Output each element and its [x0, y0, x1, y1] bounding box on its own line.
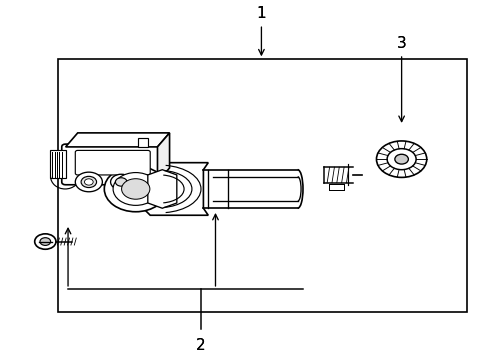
- Circle shape: [35, 234, 56, 249]
- Circle shape: [84, 179, 93, 185]
- Polygon shape: [138, 138, 147, 147]
- Circle shape: [394, 154, 407, 164]
- FancyBboxPatch shape: [61, 144, 161, 185]
- Circle shape: [75, 172, 102, 192]
- Circle shape: [115, 178, 127, 186]
- Text: 1: 1: [256, 6, 265, 21]
- Text: 3: 3: [396, 36, 406, 50]
- Text: 2: 2: [196, 338, 205, 353]
- Text: 2: 2: [196, 338, 205, 353]
- Circle shape: [386, 149, 415, 170]
- Text: 1: 1: [256, 6, 265, 21]
- Polygon shape: [157, 133, 169, 182]
- Circle shape: [376, 141, 426, 177]
- Bar: [58, 59, 466, 312]
- Circle shape: [40, 238, 51, 246]
- Circle shape: [81, 176, 96, 188]
- Circle shape: [104, 166, 167, 212]
- Polygon shape: [147, 170, 177, 208]
- Circle shape: [110, 174, 132, 190]
- Polygon shape: [131, 163, 208, 215]
- Polygon shape: [65, 133, 169, 147]
- Circle shape: [122, 179, 149, 199]
- Text: 3: 3: [396, 36, 406, 50]
- Circle shape: [113, 172, 158, 205]
- FancyBboxPatch shape: [75, 150, 150, 175]
- Bar: [50, 150, 65, 179]
